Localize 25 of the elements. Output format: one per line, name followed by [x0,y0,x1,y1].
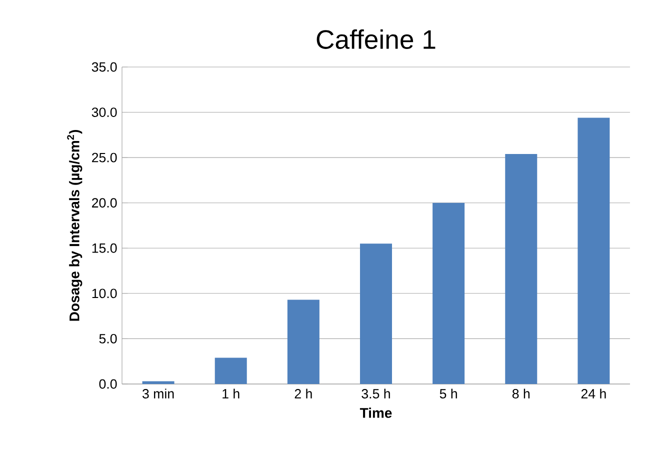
y-tick-label: 10.0 [92,288,117,298]
bar [360,244,392,384]
y-tick-label: 15.0 [92,243,117,253]
x-tick-label: 1 h [222,388,240,398]
chart-title: Caffeine 1 [316,29,436,49]
x-tick-label: 8 h [512,388,530,398]
y-tick-label: 30.0 [92,108,117,117]
bar [214,358,247,384]
x-tick-label: 3 min [142,388,174,398]
bar [432,202,465,384]
x-tick-label: 5 h [440,388,457,398]
y-tick-label: 20.0 [92,198,117,208]
y-tick-label: 0.0 [99,379,117,389]
y-tick-label: 35.0 [92,62,117,72]
y-axis-title: Dosage by Intervals (µg/cm$^{2}$) [67,130,82,321]
x-tick-label: 2 h [294,388,312,398]
y-tick-label: 25.0 [92,152,117,162]
y-tick-label: 5.0 [99,334,117,344]
x-axis-title: Time [360,408,392,418]
bar [287,300,320,384]
bar [505,154,538,384]
x-tick-label: 3.5 h [362,388,390,398]
bar [578,118,610,384]
bar [142,381,174,384]
x-tick-label: 24 h [581,388,606,398]
